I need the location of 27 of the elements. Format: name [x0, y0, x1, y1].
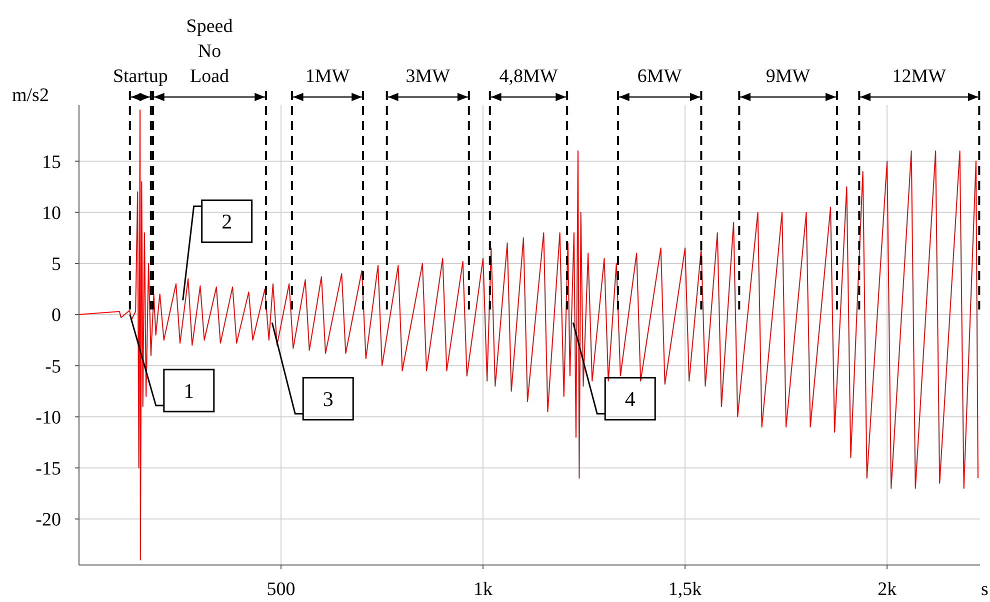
annotation: 3	[322, 387, 334, 412]
ref-line-label: 6MW	[637, 66, 682, 87]
line-series	[78, 110, 978, 560]
ref-line-label: Speed No Load	[186, 16, 234, 87]
x-tick-label: 1,5k	[668, 579, 702, 600]
annotation: 2	[222, 210, 232, 234]
y-axis-title: m/s2	[12, 85, 49, 106]
y-tick-label: 15	[42, 152, 61, 173]
y-tick-label: -15	[36, 458, 61, 480]
y-tick-label: 5	[52, 254, 61, 276]
ref-line-label: 12MW	[892, 66, 946, 87]
x-axis-title: s	[981, 579, 988, 600]
y-tick-label: 0	[52, 305, 61, 326]
ref-line-label: 4,8MW	[499, 66, 558, 87]
ref-line-label: 1MW	[305, 66, 350, 87]
y-tick-label: -20	[36, 510, 61, 531]
ref-line-label: Startup	[112, 66, 168, 87]
y-tick-label: -10	[36, 407, 61, 428]
y-tick-label: -5	[45, 356, 61, 378]
ref-line-label: 9MW	[766, 66, 810, 87]
x-tick-label: 1k	[474, 579, 494, 600]
x-tick-label: 2k	[878, 579, 898, 600]
annotation: 1	[184, 378, 194, 403]
x-tick-label: 500	[266, 579, 296, 600]
y-tick-label: 10	[42, 202, 61, 224]
annotation: 4	[624, 387, 636, 412]
ref-line-label: 3MW	[406, 66, 450, 87]
